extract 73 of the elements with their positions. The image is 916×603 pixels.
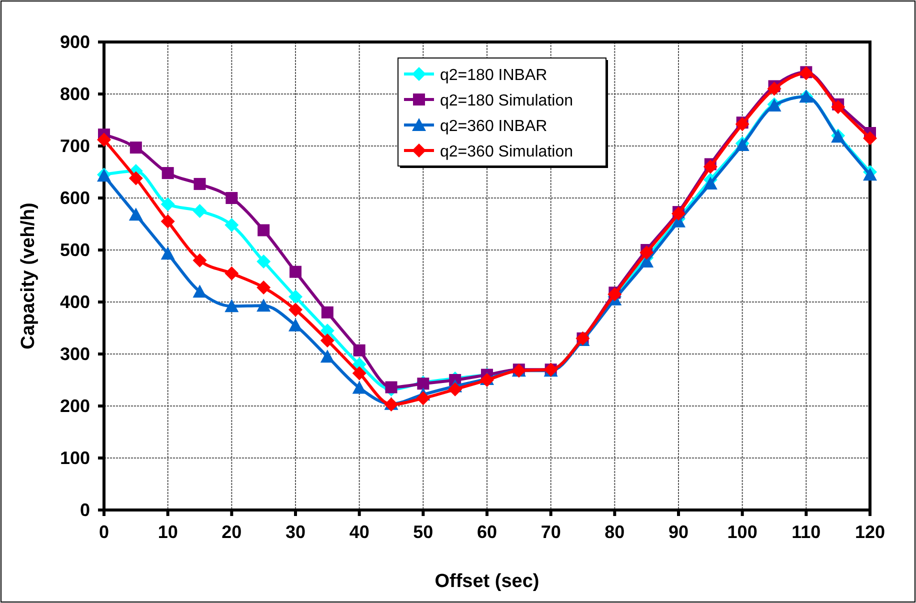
point xyxy=(258,224,270,236)
point xyxy=(320,350,334,363)
point xyxy=(288,290,302,304)
point xyxy=(863,131,877,146)
legend-label: q2=360 INBAR xyxy=(440,118,548,135)
x-tick-label: 110 xyxy=(792,522,821,542)
point xyxy=(192,204,207,218)
point xyxy=(130,142,142,154)
legend-label: q2=180 INBAR xyxy=(440,67,548,84)
point xyxy=(128,171,143,186)
x-tick-label: 120 xyxy=(854,522,886,542)
point xyxy=(224,218,239,232)
y-tick-label: 500 xyxy=(60,240,90,260)
point xyxy=(256,298,271,312)
point xyxy=(640,246,654,260)
point xyxy=(128,208,143,221)
y-tick-label: 900 xyxy=(60,32,90,52)
point xyxy=(416,391,430,406)
point xyxy=(735,117,750,132)
x-tick-label: 100 xyxy=(727,522,758,542)
y-tick-label: 600 xyxy=(60,188,90,208)
point xyxy=(224,299,239,312)
point xyxy=(353,344,366,356)
x-tick-label: 0 xyxy=(98,522,110,542)
y-tick-label: 300 xyxy=(60,344,90,364)
point xyxy=(672,206,686,221)
legend-label: q2=180 Simulation xyxy=(440,92,573,110)
x-tick-label: 60 xyxy=(476,522,498,542)
x-tick-label: 20 xyxy=(222,522,242,542)
point xyxy=(192,253,207,268)
point xyxy=(608,287,622,302)
y-tick-label: 700 xyxy=(60,136,90,156)
point xyxy=(320,333,334,348)
x-tick-label: 90 xyxy=(668,522,689,542)
point xyxy=(256,254,271,268)
x-tick-label: 80 xyxy=(604,522,625,542)
x-tick-label: 30 xyxy=(285,522,306,542)
point xyxy=(224,266,239,280)
point xyxy=(288,318,302,332)
point xyxy=(385,381,398,394)
x-tick-label: 40 xyxy=(349,522,370,542)
point xyxy=(160,246,175,260)
x-tick-label: 70 xyxy=(540,522,561,542)
point xyxy=(97,132,111,147)
y-tick-label: 100 xyxy=(60,448,90,468)
x-tick-label: 10 xyxy=(158,522,178,542)
point xyxy=(192,284,207,298)
y-tick-label: 400 xyxy=(60,292,90,312)
point xyxy=(288,302,302,317)
x-axis-title: Offset (sec) xyxy=(434,571,540,592)
legend-label: q2=360 Simulation xyxy=(440,144,573,160)
point xyxy=(226,192,238,204)
point xyxy=(863,168,877,181)
point xyxy=(448,382,462,396)
point xyxy=(352,366,366,380)
y-axis-title: Capacity (veh/h) xyxy=(18,202,39,350)
point xyxy=(703,176,718,190)
point xyxy=(320,324,334,338)
point xyxy=(767,82,782,96)
y-tick-label: 0 xyxy=(80,500,90,520)
point xyxy=(160,214,175,228)
point xyxy=(194,178,206,190)
y-tick-label: 800 xyxy=(60,84,90,104)
y-tick-label: 200 xyxy=(60,396,90,416)
point xyxy=(256,280,271,294)
point xyxy=(352,380,366,394)
point xyxy=(160,197,175,212)
point xyxy=(162,167,174,180)
point xyxy=(703,160,718,174)
point xyxy=(831,100,846,114)
point xyxy=(290,266,302,278)
point xyxy=(321,306,334,318)
x-tick-label: 50 xyxy=(413,522,434,542)
